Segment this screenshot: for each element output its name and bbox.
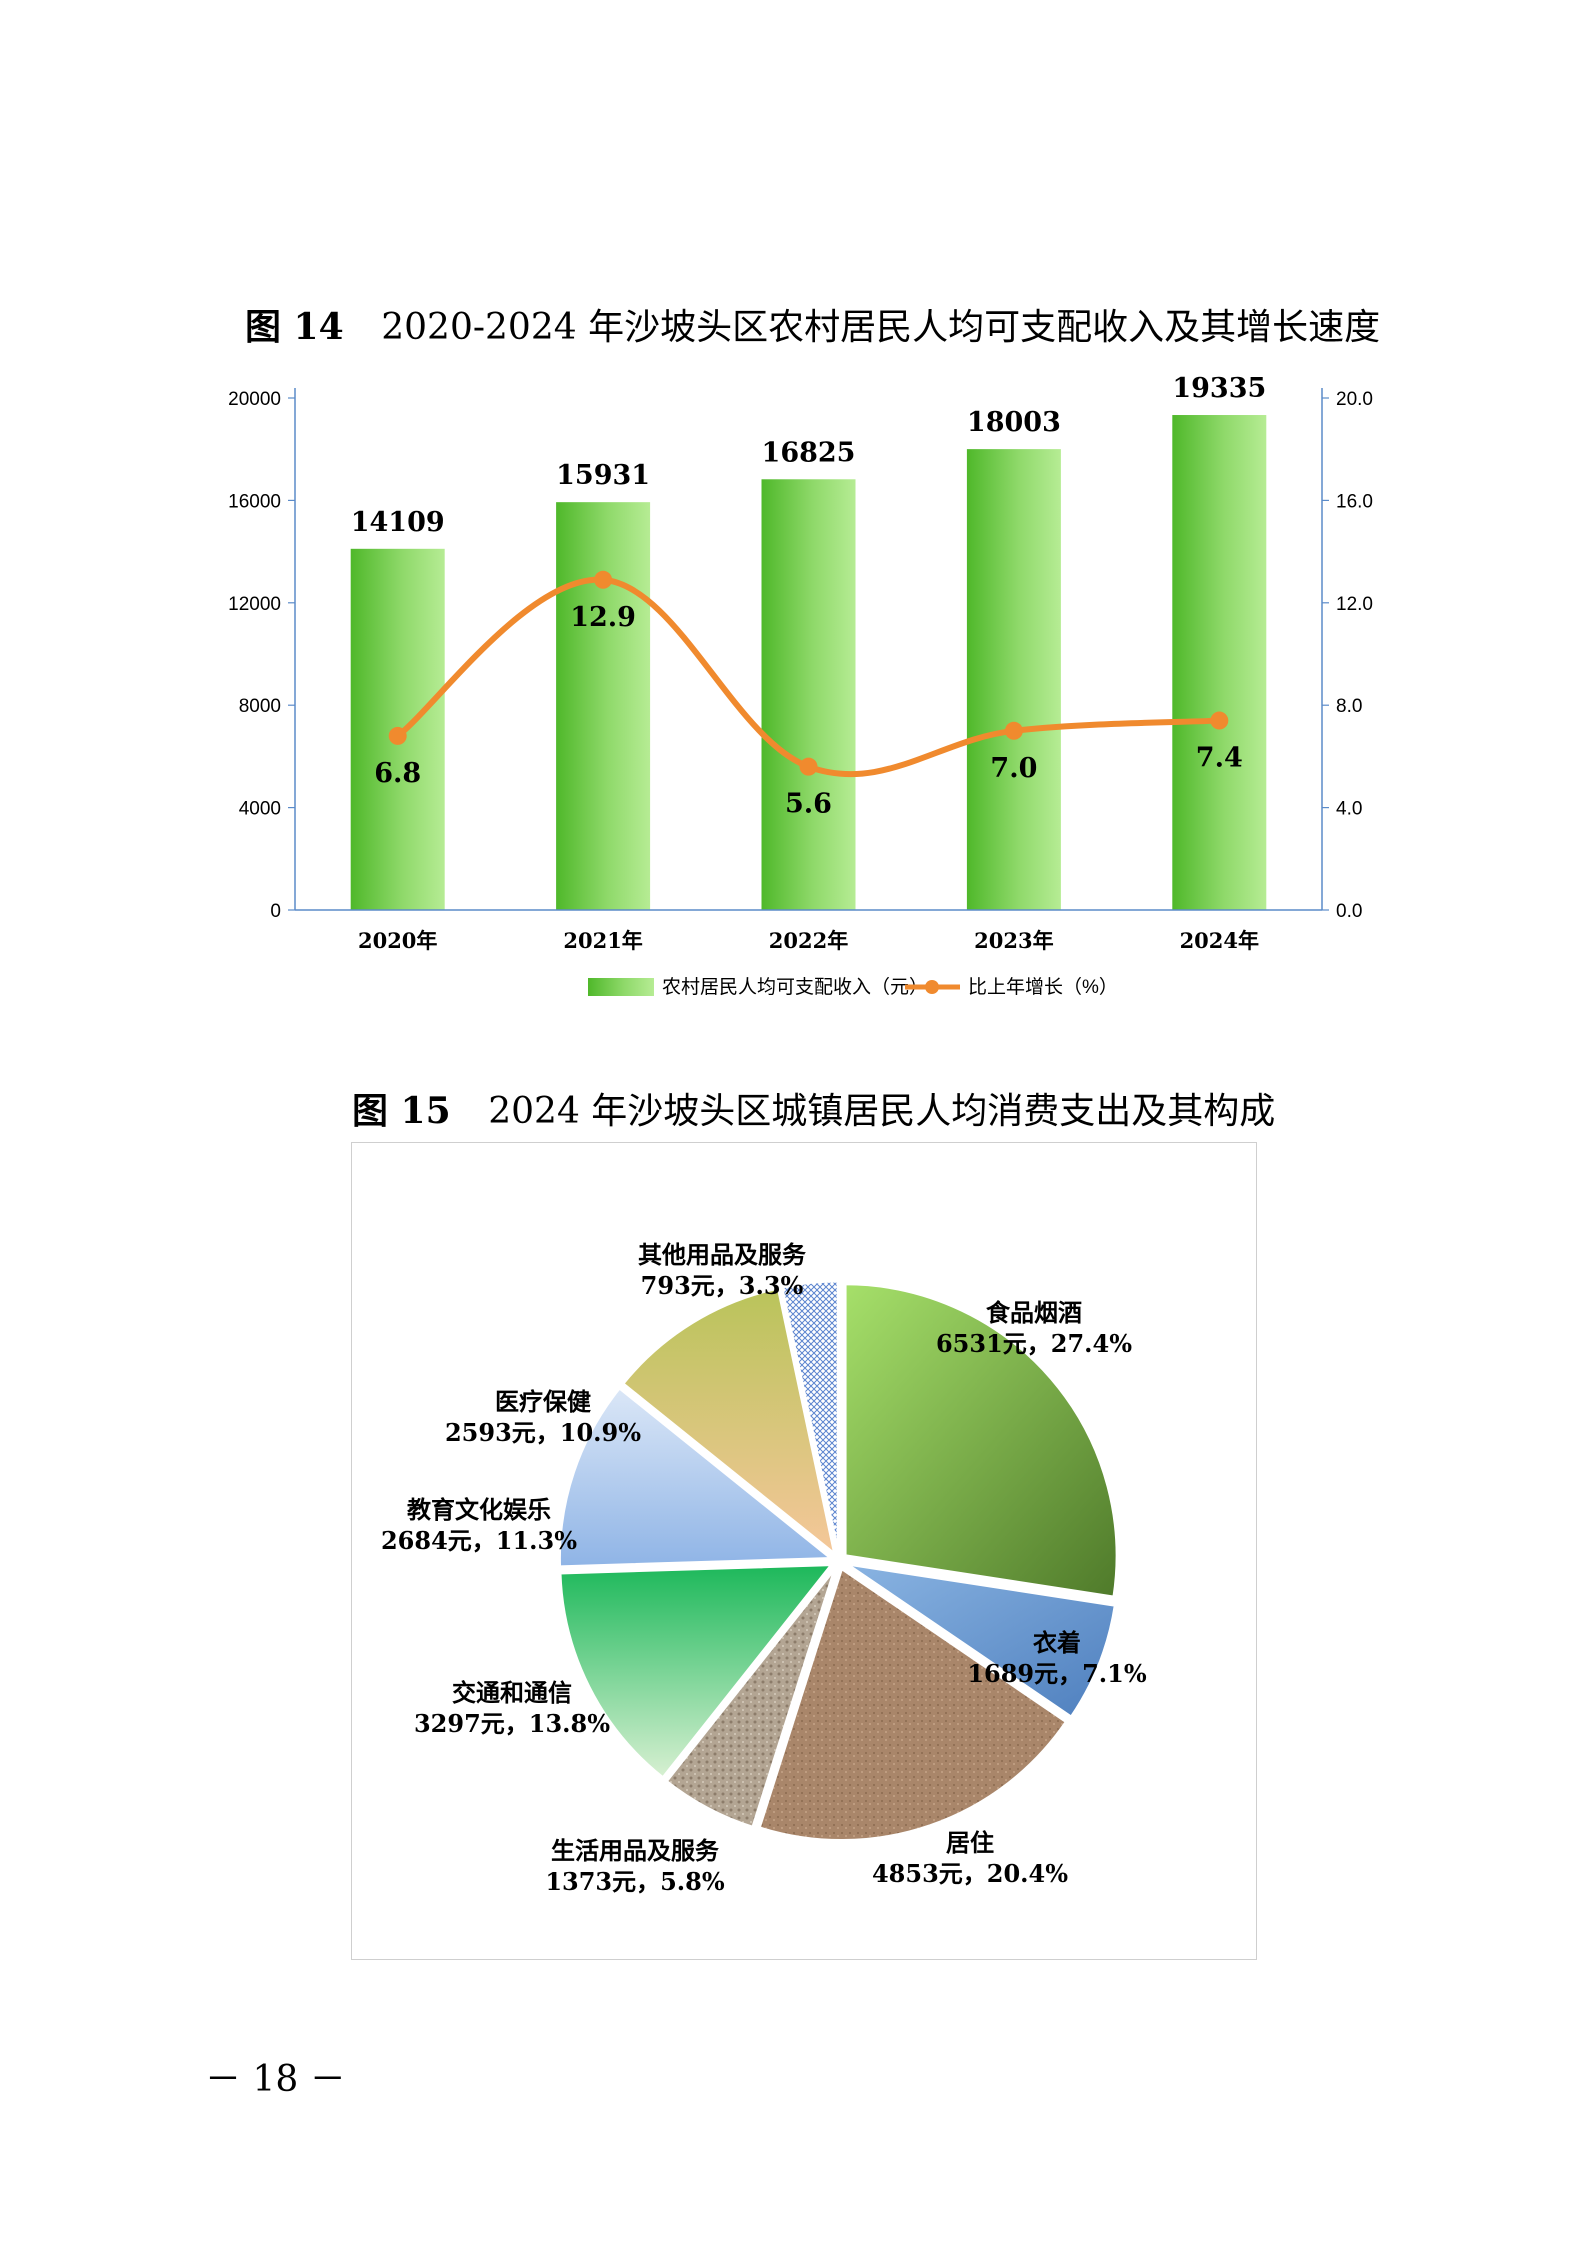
figure-15-title: 图 15 2024 年沙坡头区城镇居民人均消费支出及其构成 <box>352 1082 1275 1134</box>
pie-slice-5 <box>558 1562 836 1780</box>
figure-15-label: 图 15 <box>352 1090 451 1132</box>
pie-slice-name: 医疗保健 <box>495 1387 591 1416</box>
pie-slice-value: 4853元，20.4% <box>872 1859 1068 1888</box>
income-bar-5 <box>1172 415 1267 910</box>
pie-slice-1 <box>843 1282 1119 1599</box>
income-bar-2 <box>556 502 651 910</box>
figure-14-title-text: 2020-2024 年沙坡头区农村居民人均可支配收入及其增长速度 <box>381 307 1381 348</box>
growth-line-point-3 <box>799 757 818 776</box>
growth-line-point-2 <box>594 570 613 589</box>
left-y-tick-label: 8000 <box>239 696 281 717</box>
pie-slice-7 <box>620 1286 838 1558</box>
income-bar-value-label: 15931 <box>556 460 650 491</box>
pie-slice-value: 3297元，13.8% <box>414 1709 610 1738</box>
pie-slice-6 <box>557 1385 836 1569</box>
growth-line-point-4 <box>1004 721 1023 740</box>
pie-slice-name: 其他用品及服务 <box>638 1240 807 1269</box>
growth-line-point-5 <box>1210 711 1229 730</box>
growth-line-series <box>388 570 1229 778</box>
pie-slice-name: 教育文化娱乐 <box>407 1495 551 1524</box>
income-bar-value-label: 19335 <box>1172 373 1266 404</box>
right-y-tick-label: 4.0 <box>1336 799 1362 820</box>
income-bar-value-label: 16825 <box>762 437 856 468</box>
legend-line-label: 比上年增长（%） <box>968 976 1118 998</box>
figure-14-label: 图 14 <box>245 306 344 348</box>
x-tick-label: 2022年 <box>769 928 848 953</box>
legend-bar-label: 农村居民人均可支配收入（元） <box>662 976 928 998</box>
right-y-tick-label: 12.0 <box>1336 594 1373 615</box>
page-number: － 18 － <box>205 2059 346 2100</box>
pie-slice-value: 1373元，5.8% <box>545 1867 725 1896</box>
legend-bar-swatch <box>588 978 654 996</box>
pie-slice-value: 6531元，27.4% <box>936 1329 1132 1358</box>
right-y-tick-label: 0.0 <box>1336 901 1362 922</box>
x-tick-label: 2021年 <box>563 928 642 953</box>
pie-slice-3 <box>757 1566 1069 1843</box>
bar-series <box>350 415 1267 910</box>
figure-15-title-text: 2024 年沙坡头区城镇居民人均消费支出及其构成 <box>488 1091 1276 1132</box>
pie-chart-frame: 食品烟酒 6531元，27.4% 衣着 1689元，7.1% 居住 4853元，20.4%… <box>351 1142 1257 1960</box>
figure-14-title: 图 14 2020-2024 年沙坡头区农村居民人均可支配收入及其增长速度 <box>245 298 1380 350</box>
income-bar-value-label: 18003 <box>967 407 1061 438</box>
left-y-tick-label: 0 <box>270 901 281 922</box>
growth-value-label: 6.8 <box>374 758 421 789</box>
pie-slice-2 <box>845 1562 1117 1720</box>
pie-slice-name: 居住 <box>946 1828 994 1857</box>
growth-value-label: 5.6 <box>785 789 832 820</box>
right-y-tick-label: 20.0 <box>1336 389 1373 410</box>
income-bar-line-chart: 0 4000 8000 12000 16000 20000 0.0 4.0 8.0 12.0 16.… <box>228 373 1373 998</box>
growth-line-point-1 <box>388 726 407 745</box>
pie-slice-name: 食品烟酒 <box>986 1298 1082 1327</box>
chart-axes: 0 4000 8000 12000 16000 20000 0.0 4.0 8.0 12.0 16.… <box>228 388 1373 953</box>
left-y-tick-label: 4000 <box>239 799 281 820</box>
growth-value-label: 7.0 <box>990 753 1037 784</box>
left-y-tick-label: 20000 <box>228 389 281 410</box>
growth-line-path <box>395 576 1220 778</box>
growth-value-label: 7.4 <box>1196 743 1243 774</box>
pie-slice-value: 1689元，7.1% <box>967 1659 1147 1688</box>
x-tick-label: 2020年 <box>358 928 437 953</box>
pie-slice-name: 生活用品及服务 <box>551 1836 720 1865</box>
income-bar-4 <box>966 449 1061 910</box>
pie-slice-name: 交通和通信 <box>452 1678 572 1707</box>
data-labels: 14109 15931 16825 18003 19335 6.8 12.9 5.6 7.0 7.… <box>351 373 1267 820</box>
income-bar-3 <box>761 479 856 910</box>
growth-value-label: 12.9 <box>570 602 636 633</box>
x-tick-label: 2023年 <box>974 928 1053 953</box>
pie-slice-name: 衣着 <box>1033 1628 1081 1657</box>
pie-slice-4 <box>664 1567 837 1830</box>
pie-slice-8 <box>779 1279 840 1554</box>
pie-slice-value: 2684元，11.3% <box>381 1526 577 1555</box>
legend-line-marker <box>925 980 939 994</box>
x-tick-label: 2024年 <box>1180 928 1259 953</box>
left-y-tick-label: 16000 <box>228 491 281 512</box>
right-y-tick-label: 16.0 <box>1336 491 1373 512</box>
pie-slices <box>557 1279 1119 1843</box>
pie-slice-value: 793元，3.3% <box>641 1271 804 1300</box>
right-y-tick-label: 8.0 <box>1336 696 1362 717</box>
left-y-tick-label: 12000 <box>228 594 281 615</box>
pie-slice-value: 2593元，10.9% <box>445 1418 641 1447</box>
chart-legend: 农村居民人均可支配收入（元） 比上年增长（%） <box>588 976 1118 998</box>
income-bar-value-label: 14109 <box>351 507 445 538</box>
